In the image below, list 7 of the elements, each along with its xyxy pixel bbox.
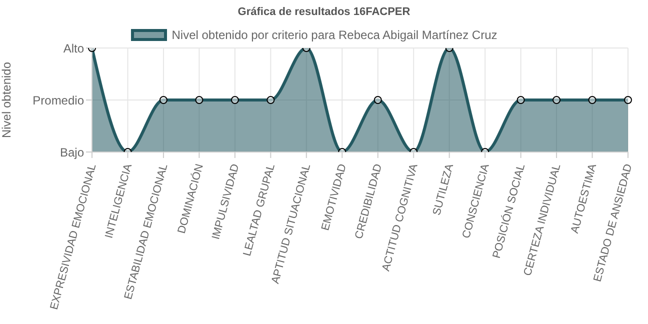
legend-label: Nivel obtenido por criterio para Rebeca Abigail Martínez Cruz [170,28,498,42]
text: Promedio [32,93,84,108]
text: Bajo [60,145,84,160]
chart-title: Gráfica de resultados 16FACPER [236,5,412,20]
text: Alto [63,41,84,56]
x-tick-label: LEALTAD GRUPAL [241,162,278,258]
y-axis-title: Nivel obtenido [0,62,14,138]
